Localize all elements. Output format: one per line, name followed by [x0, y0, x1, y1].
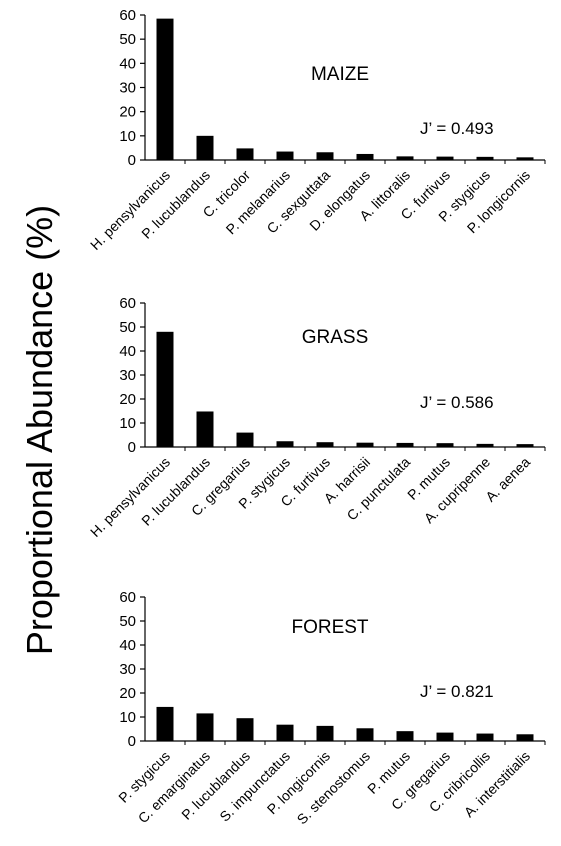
grass-y-tick-label: 0	[128, 439, 136, 456]
maize-bar	[276, 151, 294, 160]
maize-y-tick-label: 60	[119, 7, 136, 24]
maize-panel-title: MAIZE	[311, 64, 369, 85]
grass-bar	[436, 443, 454, 447]
forest-panel-title: FOREST	[291, 617, 368, 638]
maize-y-tick-label: 10	[119, 128, 136, 145]
forest-bar	[436, 732, 454, 741]
maize-y-tick-label: 30	[119, 80, 136, 97]
grass-y-tick-label: 20	[119, 391, 136, 408]
forest-y-tick-label: 60	[119, 589, 136, 606]
forest-y-tick-label: 10	[119, 709, 136, 726]
grass-bar	[316, 442, 334, 447]
forest-bar	[476, 733, 494, 741]
maize-bar	[476, 156, 494, 160]
grass-bar	[396, 442, 414, 447]
maize-bar	[196, 135, 214, 160]
forest-bar	[316, 725, 334, 741]
forest-y-tick-label: 30	[119, 661, 136, 678]
forest-bar	[236, 718, 254, 741]
grass-evenness-label: J’ = 0.586	[420, 393, 494, 412]
forest-bar	[516, 734, 534, 741]
grass-category-label: A. aenea	[482, 454, 533, 505]
grass-bar	[516, 444, 534, 447]
maize-bar	[396, 156, 414, 160]
maize-bar	[356, 153, 374, 160]
maize-y-tick-label: 40	[119, 55, 136, 72]
grass-y-tick-label: 40	[119, 343, 136, 360]
maize-bar	[236, 148, 254, 160]
grass-bar	[356, 442, 374, 447]
forest-bar	[156, 706, 174, 741]
maize-y-tick-label: 50	[119, 31, 136, 48]
forest-bar	[276, 724, 294, 741]
grass-y-tick-label: 60	[119, 295, 136, 312]
forest-y-tick-label: 0	[128, 733, 136, 750]
maize-bar	[316, 152, 334, 160]
forest-y-tick-label: 40	[119, 637, 136, 654]
maize-bar	[516, 157, 534, 160]
maize-y-tick-label: 20	[119, 104, 136, 121]
forest-bar	[196, 713, 214, 741]
forest-bar	[356, 728, 374, 741]
maize-y-tick-label: 0	[128, 152, 136, 169]
forest-category-label: S. stenostomus	[294, 748, 374, 828]
maize-bar	[156, 18, 174, 160]
forest-category-label: S. impunctatus	[216, 748, 293, 825]
grass-y-tick-label: 50	[119, 319, 136, 336]
grass-bar	[156, 331, 174, 447]
grass-bar	[236, 432, 254, 447]
forest-bar	[396, 731, 414, 741]
maize-evenness-label: J’ = 0.493	[420, 119, 494, 138]
forest-evenness-label: J’ = 0.821	[420, 682, 494, 701]
grass-bar	[276, 441, 294, 447]
grass-y-tick-label: 10	[119, 415, 136, 432]
maize-bar	[436, 156, 454, 160]
grass-bar	[476, 443, 494, 447]
grass-bar	[196, 411, 214, 447]
y-axis-label: Proportional Abundance (%)	[19, 205, 60, 655]
grass-y-tick-label: 30	[119, 367, 136, 384]
forest-y-tick-label: 50	[119, 613, 136, 630]
forest-y-tick-label: 20	[119, 685, 136, 702]
grass-panel-title: GRASS	[302, 327, 369, 348]
